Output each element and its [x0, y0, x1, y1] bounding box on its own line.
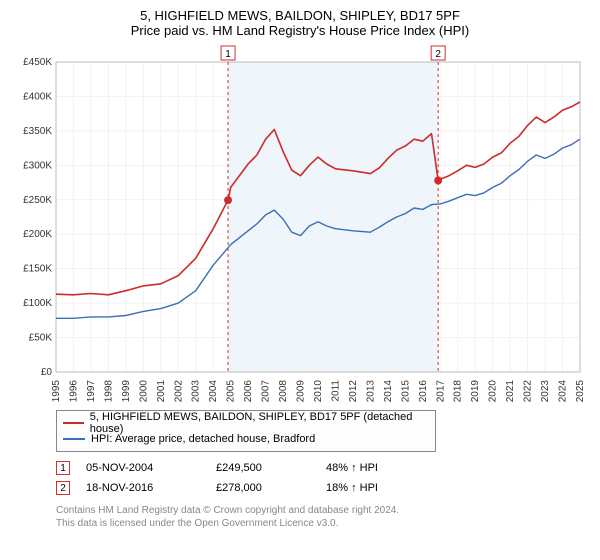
line-chart-svg: £0 £50K £100K £150K £200K £250K £300K £350K £400… — [10, 44, 590, 404]
legend-label-hpi: HPI: Average price, detached house, Brad… — [91, 433, 315, 445]
svg-text:2015: 2015 — [400, 380, 411, 403]
svg-text:2000: 2000 — [138, 380, 149, 403]
sale-tag: 1 — [56, 461, 70, 475]
svg-text:2001: 2001 — [156, 380, 167, 403]
svg-text:1999: 1999 — [121, 380, 132, 403]
svg-text:2008: 2008 — [278, 380, 289, 403]
sale-pct: 18% ↑ HPI — [326, 482, 446, 494]
svg-text:2021: 2021 — [505, 380, 516, 403]
sale-row: 2 18-NOV-2016 £278,000 18% ↑ HPI — [56, 478, 590, 498]
svg-text:2002: 2002 — [173, 380, 184, 403]
svg-text:2014: 2014 — [383, 380, 394, 403]
svg-text:2007: 2007 — [261, 380, 272, 403]
svg-text:2020: 2020 — [488, 380, 499, 403]
svg-text:2: 2 — [435, 49, 441, 60]
svg-text:2011: 2011 — [330, 380, 341, 402]
svg-text:2010: 2010 — [313, 380, 324, 403]
svg-text:2023: 2023 — [540, 380, 551, 403]
sale-price: £249,500 — [216, 462, 326, 474]
svg-text:2024: 2024 — [558, 380, 569, 403]
svg-text:2005: 2005 — [226, 380, 237, 403]
svg-text:2016: 2016 — [418, 380, 429, 403]
title-line-2: Price paid vs. HM Land Registry's House … — [10, 23, 590, 38]
svg-text:2017: 2017 — [435, 380, 446, 403]
svg-text:2019: 2019 — [470, 380, 481, 403]
svg-text:2006: 2006 — [243, 380, 254, 403]
svg-text:£150K: £150K — [23, 264, 52, 275]
chart-container: 5, HIGHFIELD MEWS, BAILDON, SHIPLEY, BD1… — [0, 0, 600, 540]
svg-text:1997: 1997 — [86, 380, 97, 403]
svg-text:1995: 1995 — [51, 380, 62, 403]
svg-text:2012: 2012 — [348, 380, 359, 403]
svg-text:2018: 2018 — [453, 380, 464, 403]
svg-text:£250K: £250K — [23, 195, 52, 206]
svg-text:1996: 1996 — [68, 380, 79, 403]
sale-row: 1 05-NOV-2004 £249,500 48% ↑ HPI — [56, 458, 590, 478]
legend-swatch-hpi — [63, 438, 85, 440]
svg-text:2009: 2009 — [296, 380, 307, 403]
svg-text:£350K: £350K — [23, 126, 52, 137]
svg-text:£200K: £200K — [23, 229, 52, 240]
footer-line-2: This data is licensed under the Open Gov… — [56, 517, 590, 530]
svg-text:2004: 2004 — [208, 380, 219, 403]
svg-text:£300K: £300K — [23, 160, 52, 171]
footer-line-1: Contains HM Land Registry data © Crown c… — [56, 504, 590, 517]
svg-text:1: 1 — [225, 49, 231, 60]
svg-text:2022: 2022 — [523, 380, 534, 403]
svg-text:£400K: £400K — [23, 91, 52, 102]
svg-text:£100K: £100K — [23, 298, 52, 309]
footer-attribution: Contains HM Land Registry data © Crown c… — [56, 504, 590, 530]
sale-date: 18-NOV-2016 — [86, 482, 216, 494]
sale-pct: 48% ↑ HPI — [326, 462, 446, 474]
svg-text:2003: 2003 — [191, 380, 202, 403]
legend-box: 5, HIGHFIELD MEWS, BAILDON, SHIPLEY, BD1… — [56, 410, 436, 452]
svg-text:2013: 2013 — [365, 380, 376, 403]
legend-row-property: 5, HIGHFIELD MEWS, BAILDON, SHIPLEY, BD1… — [63, 415, 429, 431]
svg-text:£0: £0 — [41, 367, 53, 378]
sales-list: 1 05-NOV-2004 £249,500 48% ↑ HPI 2 18-NO… — [56, 458, 590, 498]
sale-price: £278,000 — [216, 482, 326, 494]
svg-text:2025: 2025 — [575, 380, 586, 403]
title-line-1: 5, HIGHFIELD MEWS, BAILDON, SHIPLEY, BD1… — [10, 8, 590, 23]
legend-swatch-property — [63, 422, 84, 424]
svg-text:£450K: £450K — [23, 57, 52, 68]
chart-area: £0 £50K £100K £150K £200K £250K £300K £350K £400… — [10, 44, 590, 404]
sale-date: 05-NOV-2004 — [86, 462, 216, 474]
svg-text:1998: 1998 — [103, 380, 114, 403]
legend-label-property: 5, HIGHFIELD MEWS, BAILDON, SHIPLEY, BD1… — [90, 411, 429, 435]
svg-text:£50K: £50K — [29, 333, 53, 344]
sale-tag: 2 — [56, 481, 70, 495]
